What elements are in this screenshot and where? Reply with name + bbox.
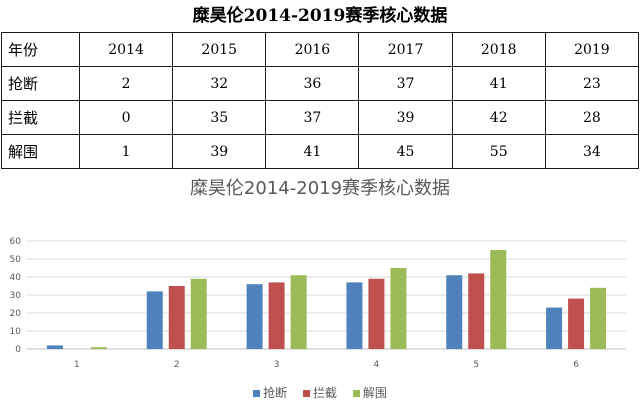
bar [168,286,185,349]
bar-chart: 0 10 20 30 40 50 60 1 2 3 4 5 6 [10,237,626,370]
y-tick-label: 60 [10,237,22,247]
chart-legend: 抢断 拦截 解围 [0,384,640,401]
table-cell: 39 [358,100,453,135]
header-cell: 2016 [265,32,360,67]
y-tick-label: 40 [10,273,22,283]
table-cell: 0 [78,100,174,135]
x-tick-label: 1 [74,360,80,370]
legend-item: 拦截 [302,384,337,401]
bar [268,282,285,349]
table-cell: 45 [358,134,453,169]
row-label: 拦截 [1,100,80,135]
bar [346,282,363,349]
legend-swatch [253,390,261,397]
table-title: 糜昊伦2014-2019赛季核心数据 [192,6,448,26]
header-cell: 年份 [1,32,80,67]
row-label: 解围 [1,134,80,169]
bar [568,298,585,349]
bar [190,278,207,349]
legend-swatch [352,390,360,397]
table-row: 抢断 2 32 36 37 41 23 [1,66,640,101]
table-cell: 39 [172,134,267,169]
table-cell: 32 [172,66,267,101]
table-cell: 41 [265,134,360,169]
legend-swatch [302,390,310,397]
bar [490,250,507,349]
header-cell: 2015 [172,32,267,67]
table-cell: 28 [544,100,640,135]
table-row: 拦截 0 35 37 39 42 28 [1,100,640,135]
bar [290,275,307,349]
y-tick-label: 30 [10,291,22,301]
y-tick-label: 50 [10,255,22,265]
stats-table: 年份 2014 2015 2016 2017 2018 2019 抢断 2 32… [1,32,640,169]
table-cell: 23 [544,66,640,101]
bar [90,347,107,349]
legend-item: 解围 [352,384,387,401]
table-cell: 35 [172,100,267,135]
table-cell: 34 [544,134,640,169]
legend-item: 抢断 [253,384,287,401]
legend-label: 抢断 [263,386,288,400]
x-tick-label: 2 [174,360,180,370]
table-header-row: 年份 2014 2015 2016 2017 2018 2019 [1,32,640,67]
bar [546,307,563,349]
bar [468,273,485,349]
table-cell: 42 [451,100,546,135]
table-cell: 37 [358,66,453,101]
table-cell: 55 [451,134,546,169]
bar [146,291,163,349]
y-tick-label: 20 [10,309,22,319]
y-tick-label: 10 [10,327,22,337]
row-label: 抢断 [1,66,80,101]
bar [390,268,407,349]
x-tick-label: 5 [473,360,479,370]
bar [590,287,607,349]
bar [446,275,463,349]
header-cell: 2019 [544,32,640,67]
bar [246,284,263,349]
chart-title: 糜昊伦2014-2019赛季核心数据 [189,178,451,199]
table-cell: 1 [78,134,174,169]
table-row: 解围 1 39 41 45 55 34 [1,134,640,169]
header-cell: 2018 [451,32,546,67]
bar [368,278,385,349]
legend-label: 拦截 [312,386,337,400]
x-tick-label: 3 [274,360,280,370]
bar [46,345,63,349]
chart-area: 糜昊伦2014-2019赛季核心数据 0 10 20 30 40 50 60 1 2 3 4 5 6 抢… [0,168,640,411]
x-tick-label: 4 [374,360,380,370]
table-cell: 41 [451,66,546,101]
header-cell: 2017 [358,32,453,67]
table-cell: 36 [265,66,360,101]
x-tick-label: 6 [573,360,579,370]
header-cell: 2014 [78,32,174,67]
legend-label: 解围 [362,386,387,400]
table-cell: 37 [265,100,360,135]
table-cell: 2 [78,66,174,101]
y-tick-label: 0 [15,345,21,355]
